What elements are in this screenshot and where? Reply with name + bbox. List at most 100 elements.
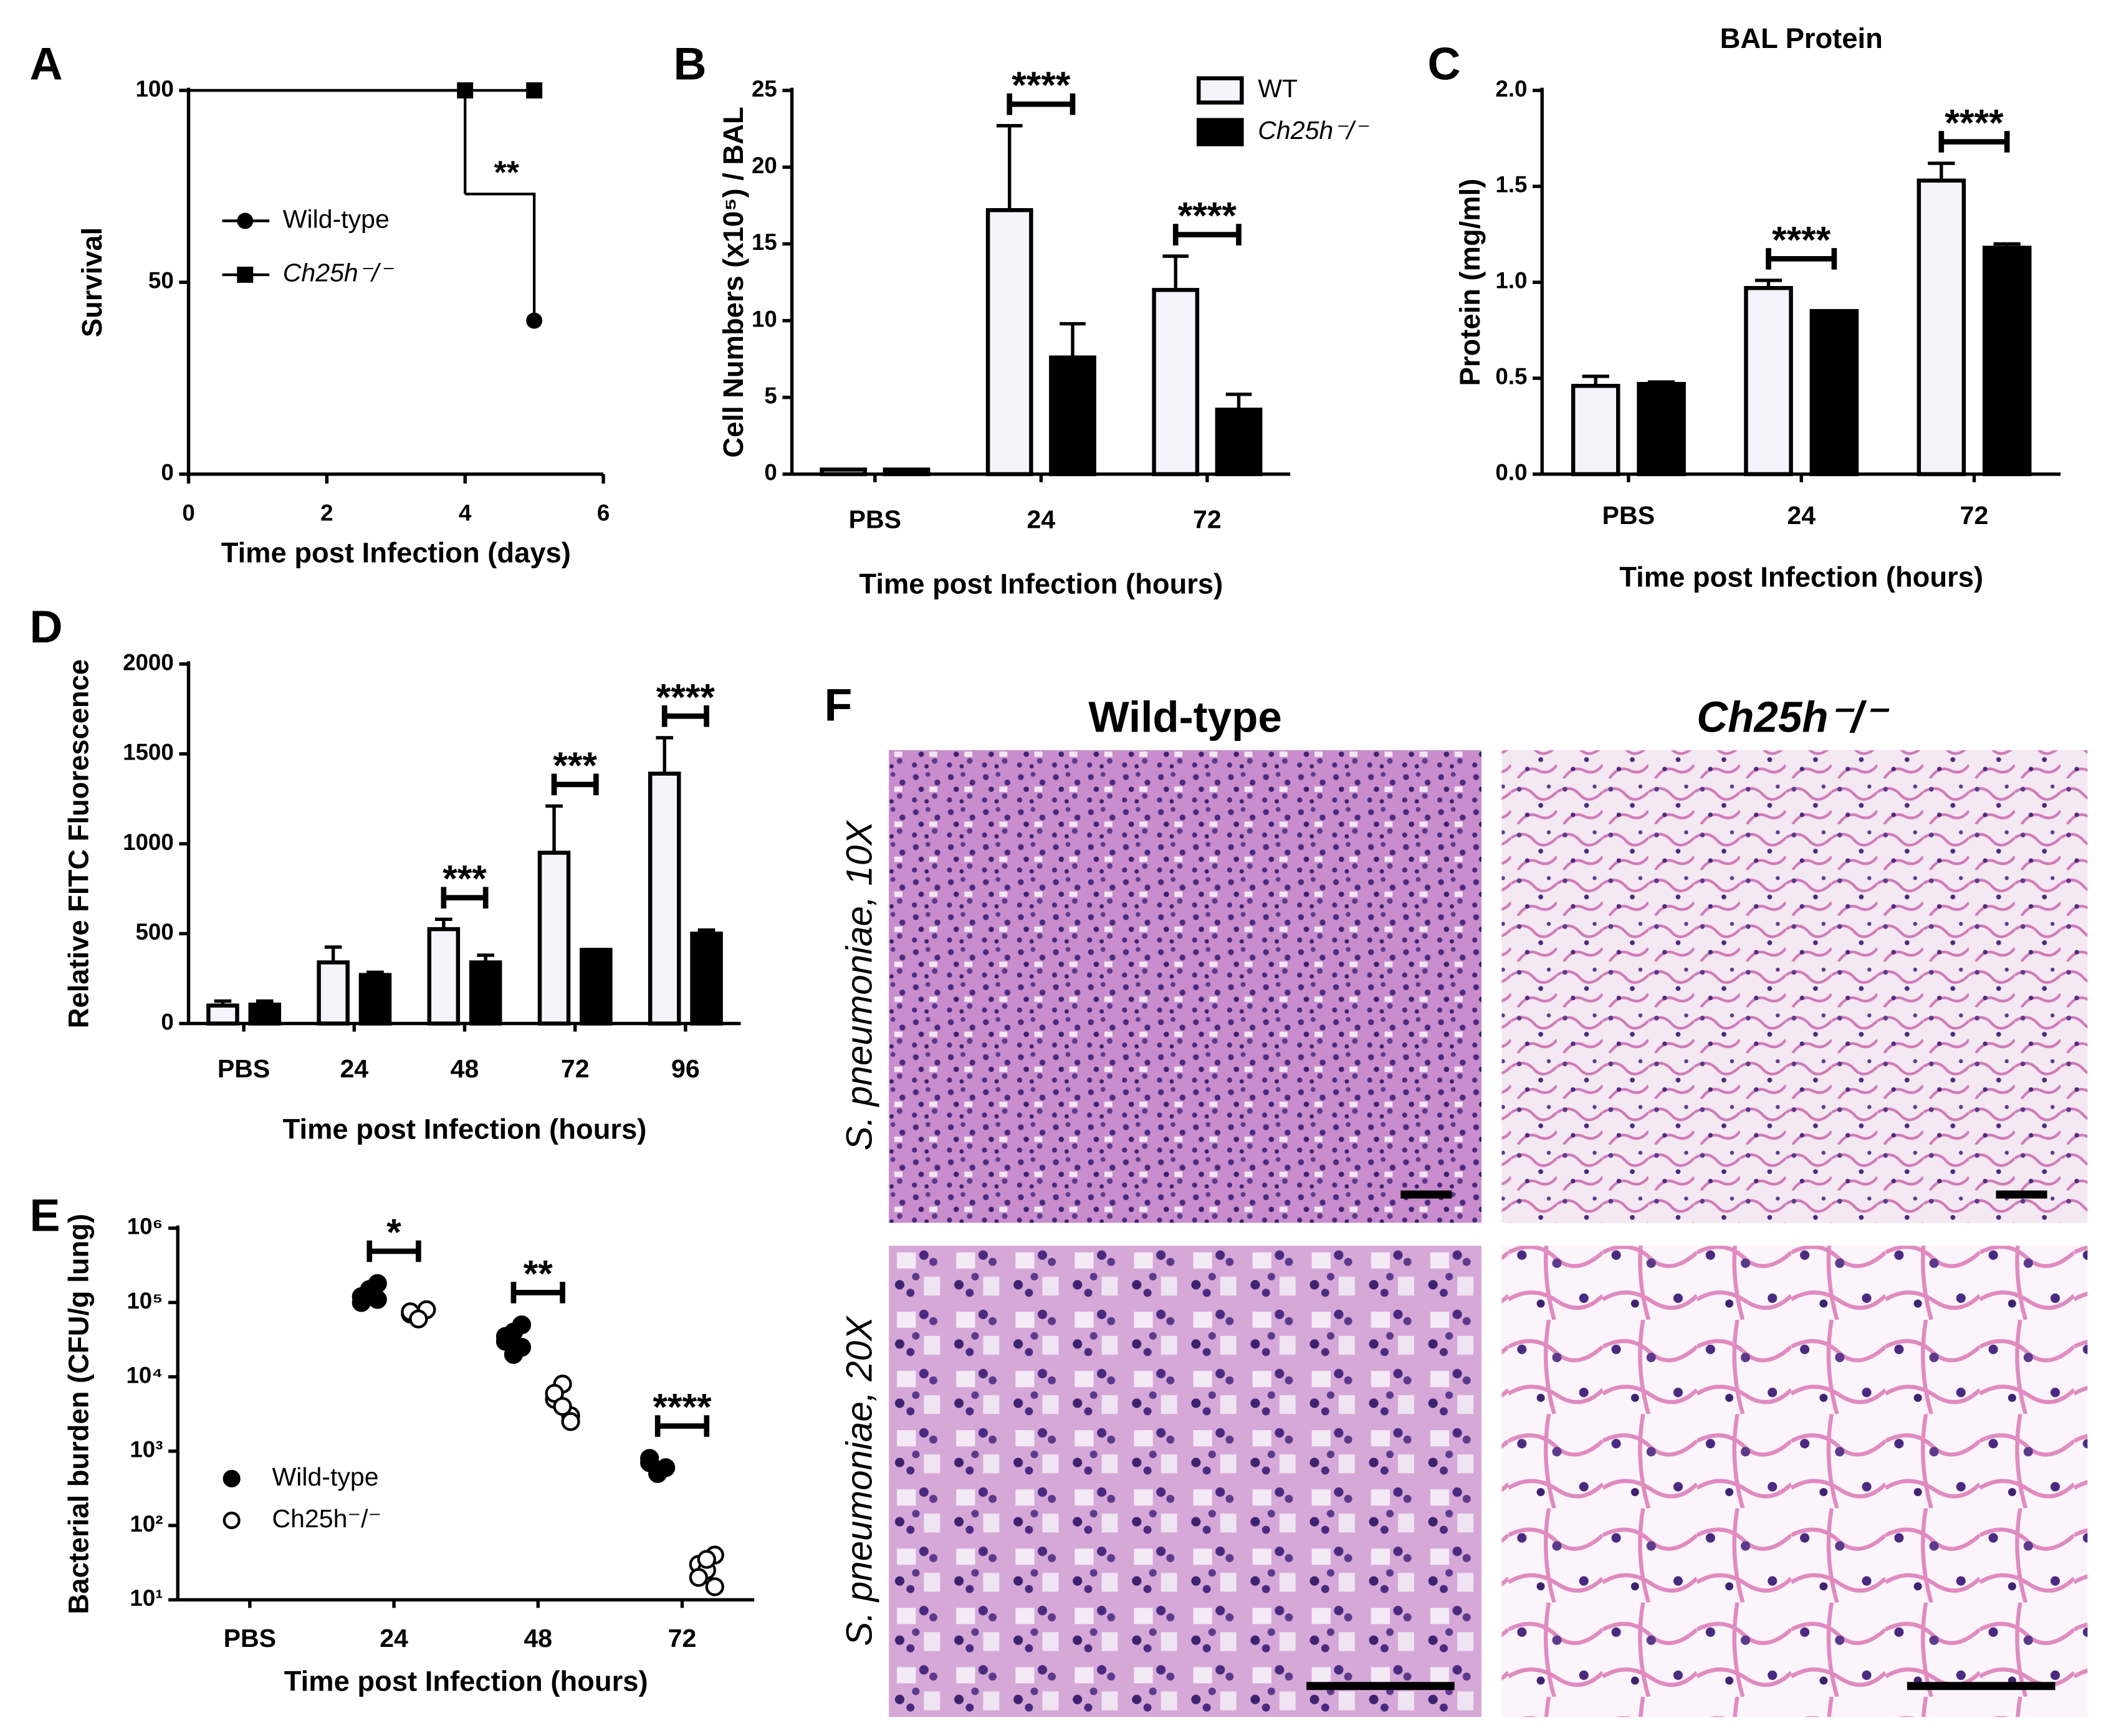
- bar: [358, 973, 392, 1026]
- legend-label: Ch25h⁻/⁻: [1258, 116, 1369, 145]
- point: [561, 1412, 580, 1431]
- y-tick-label: 5: [764, 383, 777, 408]
- micrograph: [1501, 1246, 2088, 1717]
- y-axis-title: Cell Numbers (x10⁵) / BAL: [717, 107, 749, 457]
- bar: [206, 1003, 239, 1026]
- significance-bracket: [366, 1240, 421, 1262]
- legend-swatch: [1196, 118, 1244, 146]
- y-tick-label: 10: [752, 306, 777, 331]
- legend-marker: [223, 1511, 241, 1530]
- y-tick-label: 50: [148, 268, 174, 293]
- point: [697, 1550, 716, 1569]
- legend-marker: [237, 212, 254, 229]
- x-tick-label: 6: [597, 500, 610, 525]
- bar: [1744, 286, 1793, 477]
- y-tick-label: 0: [161, 460, 173, 485]
- legend-label: Wild-type: [283, 204, 390, 233]
- legend-marker: [223, 1469, 241, 1488]
- x-tick-label: 0: [182, 500, 194, 525]
- significance-bracket: [1172, 224, 1242, 246]
- x-tick-label: PBS: [849, 505, 901, 533]
- column-label: Ch25h⁻/⁻: [1697, 693, 1890, 742]
- x-tick-label: PBS: [1602, 501, 1655, 530]
- bar: [1571, 384, 1620, 477]
- point: [409, 1309, 428, 1328]
- bar: [317, 960, 350, 1026]
- y-tick-label: 20: [752, 153, 777, 178]
- point: [504, 1345, 524, 1364]
- significance-label: **: [524, 1252, 553, 1294]
- y-tick-label: 1500: [123, 740, 174, 765]
- scale-bar: [1306, 1682, 1455, 1691]
- significance-bracket: [510, 1282, 565, 1304]
- significance-bracket: [1007, 93, 1076, 115]
- bar: [648, 771, 681, 1026]
- y-axis-title: Survival: [76, 227, 108, 337]
- significance-bracket: [551, 773, 599, 796]
- bar: [580, 948, 613, 1026]
- x-tick-label: 24: [1787, 501, 1816, 530]
- x-tick-label: 72: [1193, 505, 1222, 533]
- x-axis-title: Time post Infection (hours): [1619, 561, 1983, 593]
- point: [553, 1396, 572, 1416]
- row-label: S. pneumoniae, 10X: [839, 820, 879, 1151]
- legend-marker: [237, 266, 254, 283]
- y-tick-label: 2000: [123, 649, 174, 675]
- significance-label: ****: [1945, 102, 2004, 144]
- micrograph: [889, 1246, 1481, 1717]
- bar: [1809, 308, 1859, 477]
- annotation: **: [494, 154, 520, 190]
- scale-bar: [1907, 1682, 2056, 1691]
- panel-label: C: [1428, 38, 1461, 90]
- marker: [457, 82, 474, 99]
- marker: [526, 82, 543, 99]
- significance-label: ****: [1012, 64, 1071, 106]
- x-tick-label: PBS: [218, 1054, 270, 1083]
- y-tick-label: 10¹: [130, 1585, 163, 1611]
- marker: [526, 312, 543, 329]
- bar: [427, 927, 461, 1026]
- bar: [1982, 246, 2032, 477]
- survival-step: [188, 88, 467, 194]
- column-label: Wild-type: [1088, 693, 1281, 742]
- x-axis-title: Time post Infection (hours): [284, 1665, 648, 1697]
- legend-label: Wild-type: [272, 1462, 379, 1491]
- legend-label: Ch25h⁻/⁻: [283, 259, 395, 287]
- y-tick-label: 2.0: [1495, 76, 1527, 102]
- point: [368, 1290, 387, 1309]
- y-tick-label: 0.0: [1495, 460, 1527, 485]
- x-tick-label: 2: [320, 500, 333, 525]
- y-tick-label: 10²: [130, 1511, 163, 1537]
- significance-label: ****: [656, 675, 715, 718]
- bar: [883, 467, 931, 477]
- survival-step: [465, 193, 536, 321]
- x-tick-label: PBS: [224, 1624, 276, 1653]
- significance-label: ****: [1772, 218, 1831, 260]
- point: [689, 1568, 708, 1587]
- legend-label: WT: [1258, 74, 1298, 103]
- bar: [985, 207, 1033, 477]
- scale-bar: [1400, 1190, 1452, 1199]
- bar: [1215, 408, 1263, 477]
- bar: [1917, 178, 1966, 477]
- significance-label: ****: [1178, 194, 1237, 237]
- y-tick-label: 10⁵: [127, 1288, 163, 1314]
- y-axis-title: Protein (mg/ml): [1454, 179, 1486, 386]
- panel-label: B: [673, 38, 706, 90]
- y-tick-label: 500: [135, 919, 173, 945]
- x-tick-label: 96: [671, 1054, 700, 1083]
- point: [495, 1327, 515, 1346]
- chart-title: BAL Protein: [1720, 22, 1883, 54]
- x-tick-label: 48: [524, 1624, 552, 1653]
- panel-label: D: [30, 601, 63, 652]
- y-tick-label: 10⁶: [127, 1214, 163, 1239]
- legend-swatch: [1196, 76, 1244, 105]
- bar: [248, 1003, 282, 1026]
- significance-bracket: [661, 705, 709, 727]
- y-tick-label: 0.5: [1495, 364, 1527, 389]
- point: [545, 1383, 564, 1403]
- point: [648, 1461, 668, 1480]
- panel-label: E: [30, 1189, 60, 1241]
- significance-label: ****: [653, 1386, 712, 1428]
